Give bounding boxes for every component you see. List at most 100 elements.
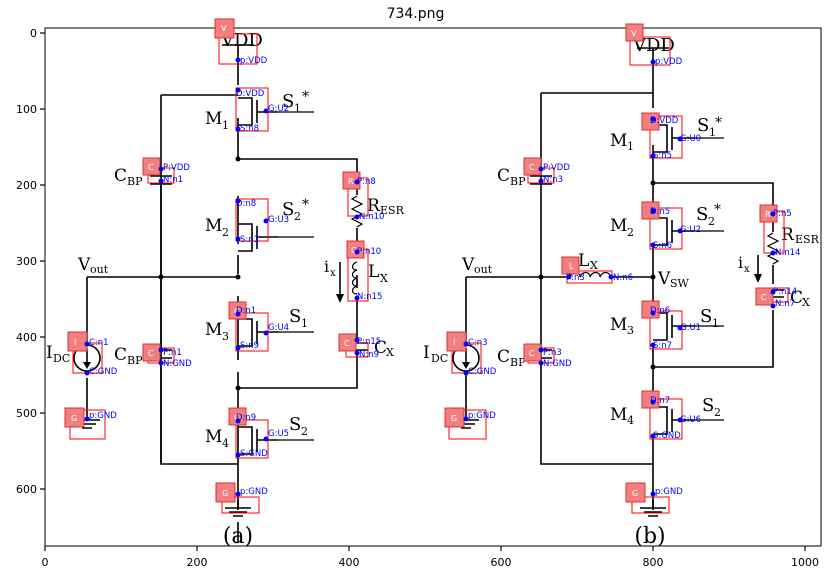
- ann-b: p:GND: [468, 411, 496, 421]
- cx-sub-b: X: [802, 296, 810, 309]
- ann-b: P:VDD: [543, 163, 570, 173]
- resr-label-b: R: [781, 225, 795, 245]
- ann-a: N:GND: [163, 359, 192, 369]
- cx-sub-a: X: [386, 346, 394, 359]
- tag-a: C: [148, 163, 154, 172]
- s2star-label-b: S: [696, 204, 708, 225]
- vsw-sub-b: SW: [670, 277, 690, 290]
- cbp2-sub-b: BP: [510, 356, 526, 369]
- ix-label-b: i: [738, 253, 743, 272]
- ann-a: D:VDD: [236, 89, 265, 99]
- lx-label-a: L: [368, 262, 379, 282]
- x-tick: 600: [491, 556, 512, 569]
- ann-a: S:n1: [240, 235, 259, 245]
- caption-a: (a): [223, 524, 253, 549]
- resr-label-a: R: [367, 196, 381, 216]
- idc-sub-b: DC: [431, 352, 448, 365]
- ann-a: N:n1: [163, 175, 183, 185]
- s2star-label-a: S: [282, 199, 294, 220]
- ann-a: G:U2: [268, 104, 289, 114]
- ann-a: G:U5: [268, 429, 289, 439]
- cx-label-b: C: [790, 288, 803, 308]
- x-tick: 800: [643, 556, 664, 569]
- m1-sub-a: 1: [222, 119, 229, 132]
- ann-b: N:n6: [613, 273, 633, 283]
- m4-label-b: M: [610, 405, 627, 425]
- idc-sub-a: DC: [53, 352, 70, 365]
- s1star-sub-a: 1: [294, 102, 301, 115]
- m4-sub-b: 4: [627, 414, 634, 427]
- tag-b: L: [569, 262, 574, 271]
- ann-b: p:VDD: [655, 57, 683, 67]
- tag-b: I: [453, 338, 455, 347]
- plot-frame: [44, 27, 822, 547]
- s1star-star-a: *: [302, 89, 309, 105]
- ix-sub-a: x: [330, 268, 336, 279]
- ann-b: G:U6: [680, 415, 701, 425]
- ann-a: P:n8: [357, 177, 376, 187]
- m2-sub-b: 2: [627, 226, 634, 239]
- ann-a: S:n9: [240, 341, 259, 351]
- circuit-b: VDD M 1 S 1 * C BP M 2 S 2 * R ESR i x C…: [423, 35, 820, 549]
- y-tick: 300: [16, 255, 37, 268]
- circuit-a: VDD M 1 S 1 * C BP M 2 S 2 * R ESR L X i…: [46, 30, 405, 549]
- s2star-sub-a: 2: [294, 210, 301, 223]
- tag-b: G: [632, 489, 638, 498]
- ann-b: G:U2: [680, 225, 701, 235]
- tag-a: G: [71, 414, 77, 423]
- vout-label-a: V: [77, 255, 91, 275]
- m1-sub-b: 1: [627, 140, 634, 153]
- resr-sub-a: ESR: [380, 204, 405, 217]
- ann-a: S:n8: [240, 124, 259, 134]
- figure-title: 734.png: [386, 6, 445, 22]
- s2star-star-b: *: [714, 202, 721, 218]
- ann-a: D:n9: [236, 413, 256, 423]
- ann-b: P:n3: [566, 273, 585, 283]
- ann-a: C:n1: [89, 338, 109, 348]
- vsw-label-b: V: [657, 269, 671, 289]
- tag-a: R: [348, 177, 354, 186]
- s2star-star-a: *: [302, 197, 309, 213]
- m4-label-a: M: [205, 427, 222, 447]
- ann-b: C:n3: [468, 338, 488, 348]
- vout-sub-b: out: [474, 263, 493, 276]
- s1star-label-a: S: [282, 91, 294, 112]
- lx-sub-a: X: [380, 272, 388, 285]
- idc-label-a: I: [46, 343, 53, 363]
- tag-a: C: [234, 413, 240, 422]
- x-tick: 400: [339, 556, 360, 569]
- m1-label-b: M: [610, 131, 627, 151]
- ann-a: p:VDD: [240, 56, 268, 66]
- ann-a: P:n10: [357, 247, 381, 257]
- m2-label-a: M: [205, 216, 222, 236]
- tag-a: C: [234, 307, 240, 316]
- ann-a: P:n1: [163, 348, 182, 358]
- s1-sub-b: 1: [712, 317, 719, 330]
- ann-b: S:n6: [653, 241, 672, 251]
- ann-a: p:GND: [89, 411, 117, 421]
- ann-b: P:n3: [543, 348, 562, 358]
- ann-b: G:U0: [680, 134, 701, 144]
- ix-label-a: i: [324, 257, 329, 276]
- tag-a: C: [148, 349, 154, 358]
- ann-b: G:U1: [680, 323, 701, 333]
- tag-b: C: [529, 163, 535, 172]
- cbp-label-b: C: [497, 166, 510, 186]
- ann-b: N:n3: [543, 175, 563, 185]
- s2-sub-b: 2: [714, 406, 721, 419]
- tag-a: V: [221, 24, 227, 33]
- annotations-b: V p:VDD D:VDD G:U0 S:n5 C P:VDD N:n3 D:n…: [444, 23, 800, 514]
- ann-a: S:GND: [240, 449, 268, 459]
- m1-label-a: M: [205, 109, 222, 129]
- cbp-label-a: C: [114, 166, 127, 186]
- ann-b: P:n14: [773, 287, 797, 297]
- ann-b: N:GND: [543, 359, 572, 369]
- m2-label-b: M: [610, 216, 627, 236]
- cbp2-sub-a: BP: [127, 354, 143, 367]
- ann-a: N:n15: [357, 292, 382, 302]
- tag-b: R: [765, 210, 771, 219]
- ann-b: D:VDD: [650, 116, 679, 126]
- lx-label-b: L: [578, 251, 589, 271]
- y-tick: 600: [16, 483, 37, 496]
- lx-sub-b: X: [590, 259, 598, 272]
